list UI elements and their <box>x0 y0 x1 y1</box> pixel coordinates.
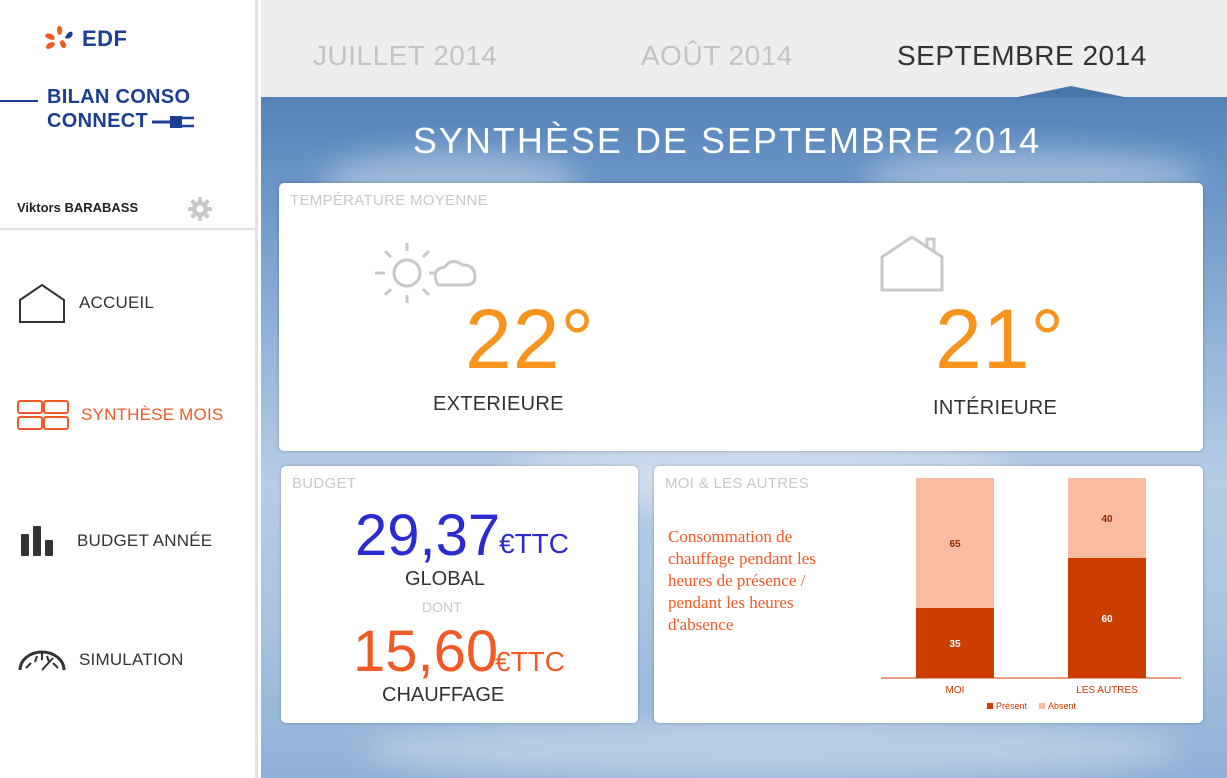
budget-dont-label: DONT <box>422 599 462 615</box>
plug-icon <box>152 115 194 128</box>
tab-juillet-2014[interactable]: JUILLET 2014 <box>313 40 498 71</box>
edf-flower-icon <box>45 26 73 49</box>
x-tick-label: MOI <box>946 685 965 696</box>
card-title: BUDGET <box>292 475 357 492</box>
global-budget-unit: €TTC <box>499 528 569 559</box>
sidebar: EDF BILAN CONSO CONNECT Viktors BARABASS <box>0 0 258 778</box>
legend-label: Présent <box>996 701 1028 711</box>
brand-rule <box>0 100 38 102</box>
temperature-card: TEMPÉRATURE MOYENNE 22° EXTERIEURE 21° I… <box>279 183 1203 451</box>
bar-data-label: 60 <box>1101 614 1113 625</box>
bar-segment-present <box>1068 558 1146 678</box>
moi-les-autres-card: MOI & LES AUTRES Consommation de chauffa… <box>654 466 1203 723</box>
legend-label: Absent <box>1048 701 1077 711</box>
sidebar-item-synthese-mois[interactable]: SYNTHÈSE MOIS <box>17 400 223 430</box>
bar-data-label: 35 <box>949 639 961 650</box>
heating-budget-unit: €TTC <box>495 646 565 677</box>
sky-cloud <box>361 720 1181 778</box>
interior-temperature-value: 21° <box>935 292 1066 386</box>
card-title: MOI & LES AUTRES <box>665 475 810 492</box>
legend-swatch <box>1039 703 1045 709</box>
edf-logo[interactable]: EDF <box>42 24 128 54</box>
user-name: Viktors BARABASS <box>17 200 139 215</box>
bar-segment-present <box>916 608 994 678</box>
budget-card: BUDGET 29,37 €TTC GLOBAL DONT 15,60 €TTC… <box>281 466 638 723</box>
gauge-icon <box>18 650 66 671</box>
home-icon <box>19 283 65 323</box>
sidebar-item-label: SIMULATION <box>79 650 184 669</box>
brand-title-line2-text: CONNECT <box>47 110 148 132</box>
comparison-description: Consommation de chauffage pendant les he… <box>668 527 816 634</box>
global-budget-value: 29,37 <box>355 503 501 568</box>
legend-swatch <box>987 703 993 709</box>
page-title: SYNTHÈSE DE SEPTEMBRE 2014 <box>412 120 1042 161</box>
card-title: TEMPÉRATURE MOYENNE <box>290 192 488 209</box>
global-budget-label: GLOBAL <box>405 568 486 590</box>
tab-septembre-2014[interactable]: SEPTEMBRE 2014 <box>897 40 1147 71</box>
interior-temperature-label: INTÉRIEURE <box>933 397 1058 419</box>
brand-title-line2: CONNECT <box>47 110 198 133</box>
x-tick-label: LES AUTRES <box>1076 685 1138 696</box>
brand-title-line1: BILAN CONSO <box>47 86 191 108</box>
house-icon <box>880 235 944 292</box>
sidebar-item-accueil[interactable]: ACCUEIL <box>17 282 154 324</box>
month-tabs: JUILLET 2014 AOÛT 2014 SEPTEMBRE 2014 <box>261 0 1227 97</box>
bar-segment-absent <box>916 478 994 608</box>
tab-aout-2014[interactable]: AOÛT 2014 <box>641 40 793 71</box>
comparison-chart: 35 65 MOI 60 40 LES AUTRES Présent Absent <box>881 478 1181 711</box>
sidebar-item-label: BUDGET ANNÉE <box>77 531 213 550</box>
bar-segment-absent <box>1068 478 1146 558</box>
exterior-temperature-value: 22° <box>465 292 596 386</box>
bar-chart-icon <box>21 526 53 556</box>
active-tab-pointer <box>1013 86 1129 98</box>
gear-icon[interactable] <box>186 195 214 223</box>
sidebar-item-budget-annee[interactable]: BUDGET ANNÉE <box>17 524 212 558</box>
grid-icon <box>17 400 69 430</box>
sidebar-item-label: SYNTHÈSE MOIS <box>81 405 224 424</box>
sun-cloud-icon <box>375 243 477 303</box>
edf-logo-text: EDF <box>82 26 128 51</box>
exterior-temperature-label: EXTERIEURE <box>433 393 564 415</box>
sidebar-item-simulation[interactable]: SIMULATION <box>17 648 184 672</box>
heating-budget-value: 15,60 <box>353 619 499 684</box>
main-content: JUILLET 2014 AOÛT 2014 SEPTEMBRE 2014 SY… <box>261 0 1227 778</box>
user-divider <box>0 228 258 230</box>
heating-budget-label: CHAUFFAGE <box>382 684 505 706</box>
sidebar-item-label: ACCUEIL <box>79 293 155 312</box>
bar-data-label: 40 <box>1101 514 1113 525</box>
bar-data-label: 65 <box>949 539 961 550</box>
